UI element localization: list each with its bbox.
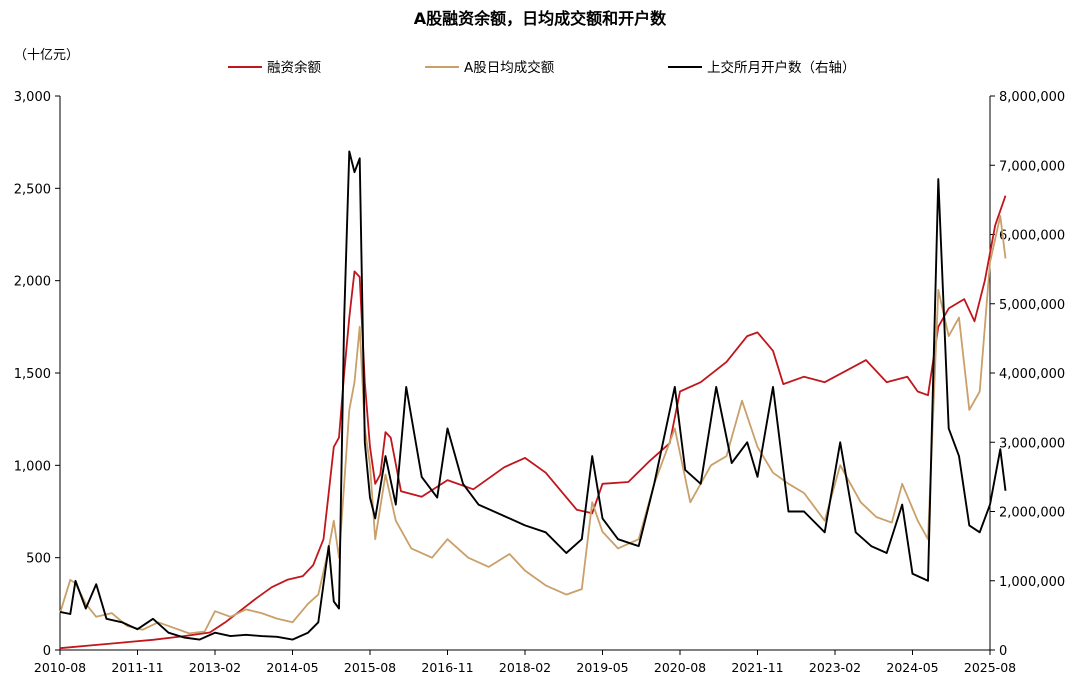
right-tick-label: 1,000,000 bbox=[999, 575, 1065, 590]
x-tick-label: 2015-08 bbox=[344, 660, 396, 675]
left-tick-label: 2,500 bbox=[14, 182, 51, 197]
series-line-daily-turnover bbox=[59, 215, 1007, 635]
series-line-account-openings bbox=[59, 150, 1007, 641]
left-tick-label: 1,500 bbox=[14, 367, 51, 382]
x-tick-label: 2014-05 bbox=[266, 660, 318, 675]
x-tick-label: 2016-11 bbox=[421, 660, 473, 675]
left-tick-label: 2,000 bbox=[14, 275, 51, 290]
legend-label-daily-turnover: A股日均成交额 bbox=[464, 59, 555, 76]
right-tick-label: 3,000,000 bbox=[999, 436, 1065, 451]
x-tick-label: 2021-11 bbox=[731, 660, 783, 675]
series-lines bbox=[59, 150, 1007, 650]
right-tick-label: 5,000,000 bbox=[999, 298, 1065, 313]
x-tick-label: 2025-08 bbox=[964, 660, 1016, 675]
series-line-margin-balance bbox=[59, 195, 1007, 650]
x-tick-label: 2019-05 bbox=[576, 660, 628, 675]
legend: 融资余额 A股日均成交额 上交所月开户数（右轴） bbox=[228, 59, 856, 76]
right-tick-label: 0 bbox=[999, 644, 1007, 659]
left-tick-label: 3,000 bbox=[14, 90, 51, 105]
x-tick-label: 2020-08 bbox=[654, 660, 706, 675]
left-axis-unit: （十亿元） bbox=[14, 48, 79, 63]
x-tick-label: 2024-05 bbox=[886, 660, 938, 675]
right-tick-label: 7,000,000 bbox=[999, 159, 1065, 174]
chart-title: A股融资余额，日均成交额和开户数 bbox=[414, 9, 667, 28]
legend-label-margin-balance: 融资余额 bbox=[267, 59, 321, 76]
left-tick-label: 1,000 bbox=[14, 459, 51, 474]
right-tick-label: 6,000,000 bbox=[999, 229, 1065, 244]
x-tick-label: 2023-02 bbox=[809, 660, 861, 675]
x-tick-label: 2018-02 bbox=[499, 660, 551, 675]
legend-label-account-openings: 上交所月开户数（右轴） bbox=[707, 59, 856, 76]
x-tick-label: 2010-08 bbox=[34, 660, 86, 675]
right-tick-label: 4,000,000 bbox=[999, 367, 1065, 382]
x-tick-label: 2011-11 bbox=[111, 660, 163, 675]
left-tick-label: 0 bbox=[43, 644, 51, 659]
left-tick-label: 500 bbox=[26, 552, 51, 567]
axes: 0 500 1,000 1,500 2,000 2,500 3,000 0 1,000,000 2… bbox=[14, 90, 1065, 675]
right-tick-label: 8,000,000 bbox=[999, 90, 1065, 105]
right-tick-label: 2,000,000 bbox=[999, 506, 1065, 521]
x-tick-label: 2013-02 bbox=[189, 660, 241, 675]
